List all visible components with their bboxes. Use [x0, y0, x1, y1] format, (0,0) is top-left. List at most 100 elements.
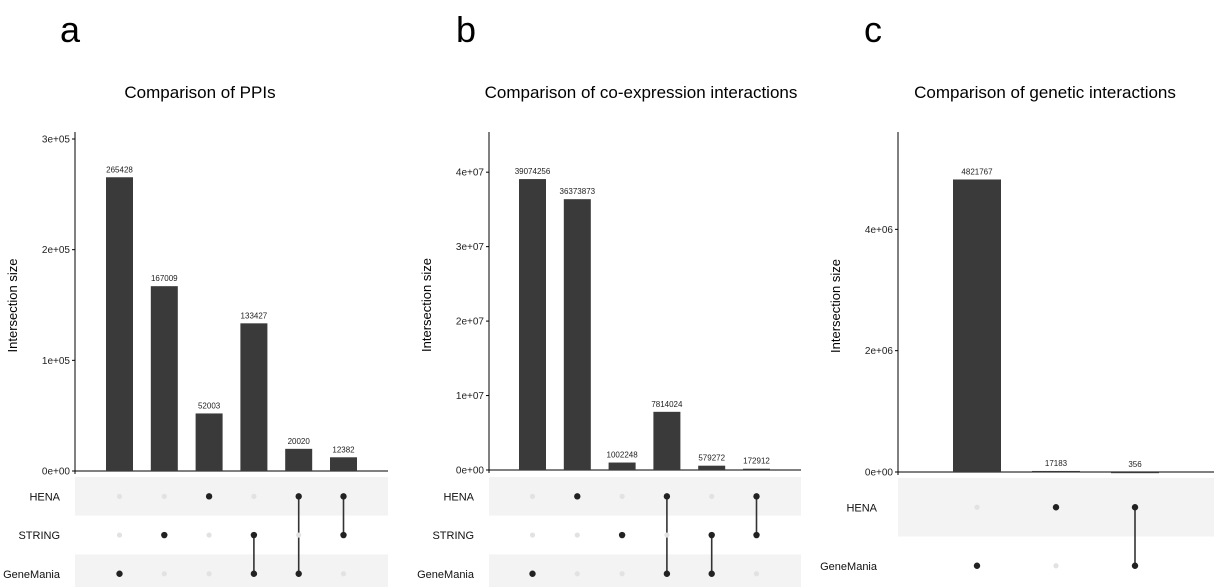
matrix-dot-empty — [1053, 563, 1059, 569]
matrix-dot-filled — [529, 570, 536, 577]
y-tick-label: 3e+05 — [42, 135, 71, 146]
matrix-dot-filled — [250, 531, 258, 539]
y-tick-label: 0e+00 — [865, 468, 894, 479]
bar — [1111, 471, 1159, 474]
bar — [1032, 470, 1080, 473]
matrix-row-genemania — [898, 536, 1214, 587]
panel-letter: c — [864, 9, 882, 50]
set-label-genemania: GeneMania — [417, 569, 475, 581]
bar-value-label: 356 — [1128, 460, 1142, 469]
bar — [150, 286, 178, 471]
panel-c: c Comparison of genetic interactions Inter… — [820, 9, 1214, 587]
bar — [285, 448, 313, 471]
matrix-dot-empty — [974, 504, 980, 510]
set-label-genemania: GeneMania — [820, 561, 878, 573]
matrix-dot-filled — [663, 493, 671, 500]
y-tick-label: 2e+05 — [42, 245, 71, 256]
y-tick-label: 2e+07 — [456, 317, 485, 328]
matrix-dot-empty — [709, 493, 715, 499]
set-label-string: STRING — [432, 530, 474, 542]
y-tick-label: 1e+07 — [456, 391, 485, 402]
bar-value-label: 36373873 — [560, 187, 596, 196]
matrix-dot-empty — [206, 532, 212, 538]
matrix-dot-filled — [161, 531, 168, 539]
bar-value-label: 7814024 — [651, 400, 683, 409]
matrix-dot-empty — [161, 571, 167, 577]
matrix-dot-filled — [295, 570, 302, 577]
bar — [743, 468, 770, 470]
bar — [608, 462, 636, 470]
matrix-dot-filled — [973, 562, 981, 569]
matrix-row-hena — [75, 477, 388, 516]
matrix-dot-empty — [753, 571, 760, 577]
matrix-dot-empty — [116, 493, 123, 499]
matrix-dot-filled — [618, 531, 626, 539]
matrix-dot-empty — [206, 571, 212, 577]
matrix-dot-filled — [574, 493, 581, 500]
matrix-dot-empty — [116, 532, 123, 538]
set-label-hena: HENA — [29, 491, 60, 503]
matrix-dot-filled — [708, 570, 715, 577]
matrix-row-genemania — [75, 554, 388, 587]
matrix-dot-filled — [116, 570, 123, 577]
bar — [698, 465, 726, 470]
set-label-string: STRING — [18, 530, 60, 542]
panel-title: Comparison of PPIs — [124, 83, 275, 102]
matrix-dot-filled — [340, 531, 347, 539]
matrix-row-hena — [489, 477, 801, 516]
bar — [195, 413, 223, 471]
matrix-dot-filled — [1052, 504, 1060, 511]
matrix-dot-filled — [1131, 562, 1139, 569]
y-tick-label: 0e+00 — [42, 467, 71, 478]
matrix-dot-empty — [619, 493, 625, 499]
panel-letter: b — [456, 9, 476, 50]
matrix-dot-filled — [340, 493, 347, 500]
matrix-row-string — [75, 515, 388, 555]
matrix-dot-empty — [296, 532, 302, 538]
panel-letter: a — [60, 9, 81, 50]
set-label-hena: HENA — [443, 491, 474, 503]
matrix-dot-empty — [340, 571, 347, 577]
matrix-dot-empty — [664, 532, 670, 538]
y-tick-label: 1e+05 — [42, 356, 71, 367]
y-tick-label: 4e+06 — [865, 225, 894, 236]
y-tick-label: 3e+07 — [456, 242, 485, 253]
bar-value-label: 167009 — [151, 274, 178, 283]
bar-value-label: 172912 — [743, 457, 770, 466]
set-label-hena: HENA — [846, 502, 877, 514]
bar-value-label: 17183 — [1045, 459, 1068, 468]
y-axis-label: Intersection size — [828, 259, 843, 353]
bar — [240, 323, 268, 471]
matrix-dot-empty — [161, 493, 167, 499]
set-label-genemania: GeneMania — [3, 569, 61, 581]
matrix-dot-empty — [529, 532, 536, 538]
bar-value-label: 579272 — [698, 454, 725, 463]
bar — [653, 411, 681, 470]
matrix-dot-empty — [574, 532, 580, 538]
panel-b: b Comparison of co-expression interaction… — [417, 9, 801, 587]
bar — [330, 457, 357, 471]
matrix-dot-filled — [753, 493, 760, 500]
matrix-row-string — [489, 515, 801, 555]
matrix-dot-filled — [708, 531, 715, 539]
y-tick-label: 4e+07 — [456, 168, 485, 179]
matrix-dot-filled — [753, 531, 760, 539]
matrix-dot-empty — [529, 493, 536, 499]
bar — [953, 179, 1001, 472]
y-tick-label: 2e+06 — [865, 346, 894, 357]
bar-value-label: 1002248 — [607, 451, 639, 460]
panel-title: Comparison of co-expression interactions — [485, 83, 798, 102]
matrix-dot-filled — [250, 570, 258, 577]
bar — [563, 199, 591, 470]
panel-title: Comparison of genetic interactions — [914, 83, 1176, 102]
matrix-dot-empty — [574, 571, 580, 577]
bar — [106, 177, 133, 471]
matrix-dot-empty — [619, 571, 625, 577]
matrix-dot-filled — [295, 493, 302, 500]
bar-value-label: 12382 — [332, 445, 355, 454]
matrix-dot-empty — [251, 493, 257, 499]
bar-value-label: 39074256 — [515, 167, 551, 176]
bar-value-label: 133427 — [241, 311, 268, 320]
y-axis-label: Intersection size — [5, 259, 20, 353]
